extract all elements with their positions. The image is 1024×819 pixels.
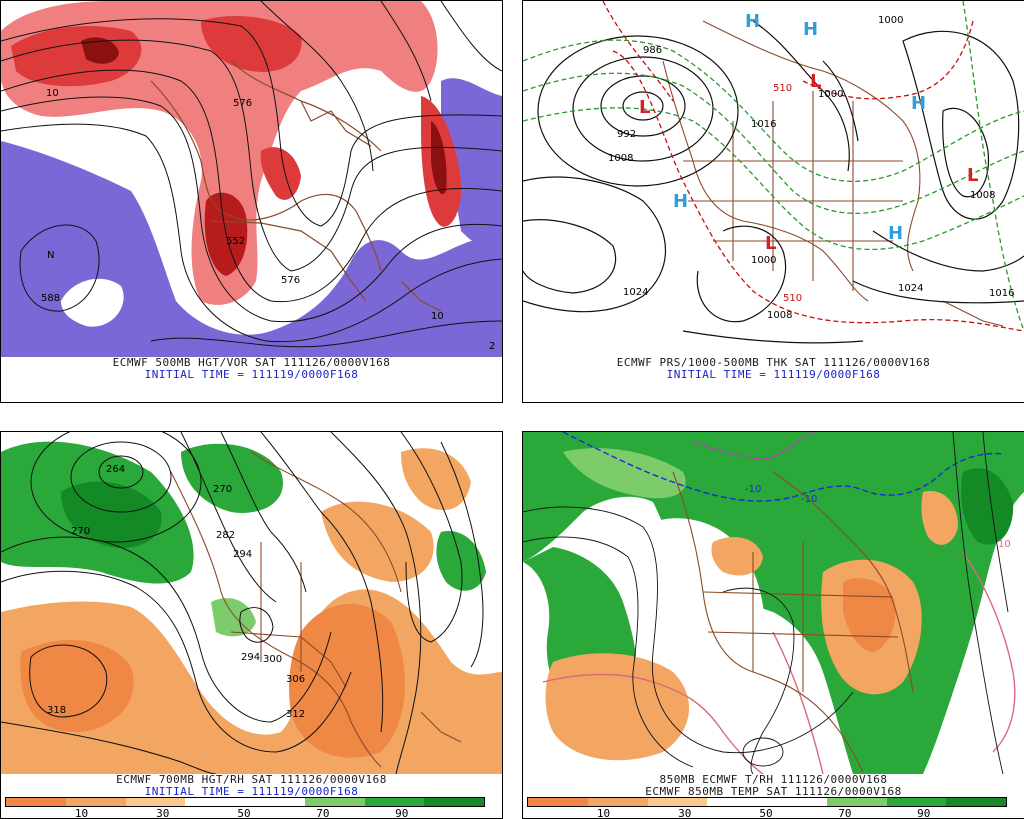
height-label: 300 (263, 654, 282, 665)
colorbar-tick: 90 (395, 807, 409, 819)
colorbar-swatch (587, 798, 648, 806)
colorbar-swatch (245, 798, 305, 806)
isobar-label: 1008 (608, 153, 633, 164)
high-pressure-marker: H (888, 223, 903, 244)
colorbar-swatch (707, 798, 767, 806)
colorbar-swatch (767, 798, 827, 806)
panel-500mb-hgt-vor: N 588 10 552 576 576 10 2 ECMWF 500MB HG… (0, 0, 503, 403)
panel-caption: ECMWF 700MB HGT/RH SAT 111126/0000V168 (116, 773, 387, 786)
map-label: 10 (431, 311, 444, 322)
map-500mb: N 588 10 552 576 576 10 2 (1, 1, 502, 357)
map-700mb: 264 270 270 282 294 294 300 306 312 318 (1, 432, 502, 774)
height-label: 294 (233, 549, 252, 560)
colorbar-tick: 50 (759, 807, 773, 819)
colorbar-tick: 10 (596, 807, 611, 819)
colorbar-swatch (304, 798, 365, 806)
map-label: 10 (46, 88, 59, 99)
temp-label: -10 (745, 484, 761, 495)
rh-colorbar (5, 797, 485, 807)
low-pressure-marker: L (765, 233, 776, 254)
isobar-label: 1024 (898, 283, 923, 294)
isobar-label: 1000 (878, 15, 903, 26)
initial-time-label: INITIAL TIME = 111119/0000F168 (144, 785, 359, 798)
isobar-label: 992 (617, 129, 636, 140)
thickness-label: 510 (783, 293, 802, 304)
height-label: 270 (213, 484, 232, 495)
colorbar-tick: 10 (74, 807, 89, 819)
colorbar-swatch (826, 798, 887, 806)
height-label: 270 (71, 526, 90, 537)
high-pressure-marker: H (673, 191, 688, 212)
colorbar-swatch (528, 798, 588, 806)
height-label: 306 (286, 674, 305, 685)
colorbar-swatch (364, 798, 425, 806)
isobar-label: 1008 (767, 310, 792, 321)
temp-label: -10 (801, 494, 817, 505)
isobar-label: 1000 (751, 255, 776, 266)
temp-label: 10 (998, 539, 1011, 550)
low-pressure-marker: L (639, 97, 650, 118)
colorbar-tick: 50 (237, 807, 251, 819)
height-label: 312 (286, 709, 305, 720)
height-label: 318 (47, 705, 66, 716)
map-label: 576 (281, 275, 300, 286)
isobar-label: 1016 (989, 288, 1014, 299)
panel-subcaption: ECMWF 850MB TEMP SAT 111126/0000V168 (645, 785, 902, 798)
map-label: 576 (233, 98, 252, 109)
colorbar-tick: 90 (917, 807, 931, 819)
colorbar-tick: 30 (678, 807, 692, 819)
isobar-label: 986 (643, 45, 662, 56)
map-label: 588 (41, 293, 60, 304)
initial-time-label: INITIAL TIME = 111119/0000F168 (144, 368, 359, 381)
low-pressure-marker: L (810, 71, 821, 92)
panel-700mb-hgt-rh: 264 270 270 282 294 294 300 306 312 318 … (0, 431, 503, 819)
isobar-label: 1008 (970, 190, 995, 201)
colorbar-swatch (6, 798, 66, 806)
thickness-label: 510 (773, 83, 792, 94)
colorbar-swatch (647, 798, 708, 806)
colorbar-tick: 30 (156, 807, 170, 819)
initial-time-label: INITIAL TIME = 111119/0000F168 (666, 368, 881, 381)
isobar-label: 1024 (623, 287, 648, 298)
map-pressure-thickness: H H H H H L L L L 986 992 1008 1016 1000… (523, 1, 1024, 357)
panel-caption: ECMWF 500MB HGT/VOR SAT 111126/0000V168 (112, 356, 391, 369)
high-pressure-marker: H (803, 19, 818, 40)
colorbar-tick: 70 (838, 807, 852, 819)
colorbar-swatch (886, 798, 947, 806)
colorbar-swatch (946, 798, 1006, 806)
panel-pressure-thickness: H H H H H L L L L 986 992 1008 1016 1000… (522, 0, 1024, 403)
colorbar-swatch (185, 798, 245, 806)
map-850mb: -10 -10 10 (523, 432, 1024, 774)
panel-caption: 850MB ECMWF T/RH 111126/0000V168 (659, 773, 888, 786)
rh-colorbar (527, 797, 1007, 807)
height-label: 294 (241, 652, 260, 663)
colorbar-swatch (65, 798, 126, 806)
colorbar-tick: 70 (316, 807, 330, 819)
map-label: 2 (489, 341, 495, 352)
isobar-label: 1000 (818, 89, 843, 100)
isobar-label: 1016 (751, 119, 776, 130)
high-pressure-marker: H (911, 93, 926, 114)
colorbar-swatch (424, 798, 484, 806)
colorbar-swatch (125, 798, 186, 806)
panel-caption: ECMWF PRS/1000-500MB THK SAT 111126/0000… (616, 356, 931, 369)
height-label: 282 (216, 530, 235, 541)
map-label: 552 (226, 236, 245, 247)
high-pressure-marker: H (745, 11, 760, 32)
map-label: N (47, 250, 54, 261)
low-pressure-marker: L (967, 165, 978, 186)
panel-850mb-temp-rh: -10 -10 10 850MB ECMWF T/RH 111126/0000V… (522, 431, 1024, 819)
height-label: 264 (106, 464, 125, 475)
